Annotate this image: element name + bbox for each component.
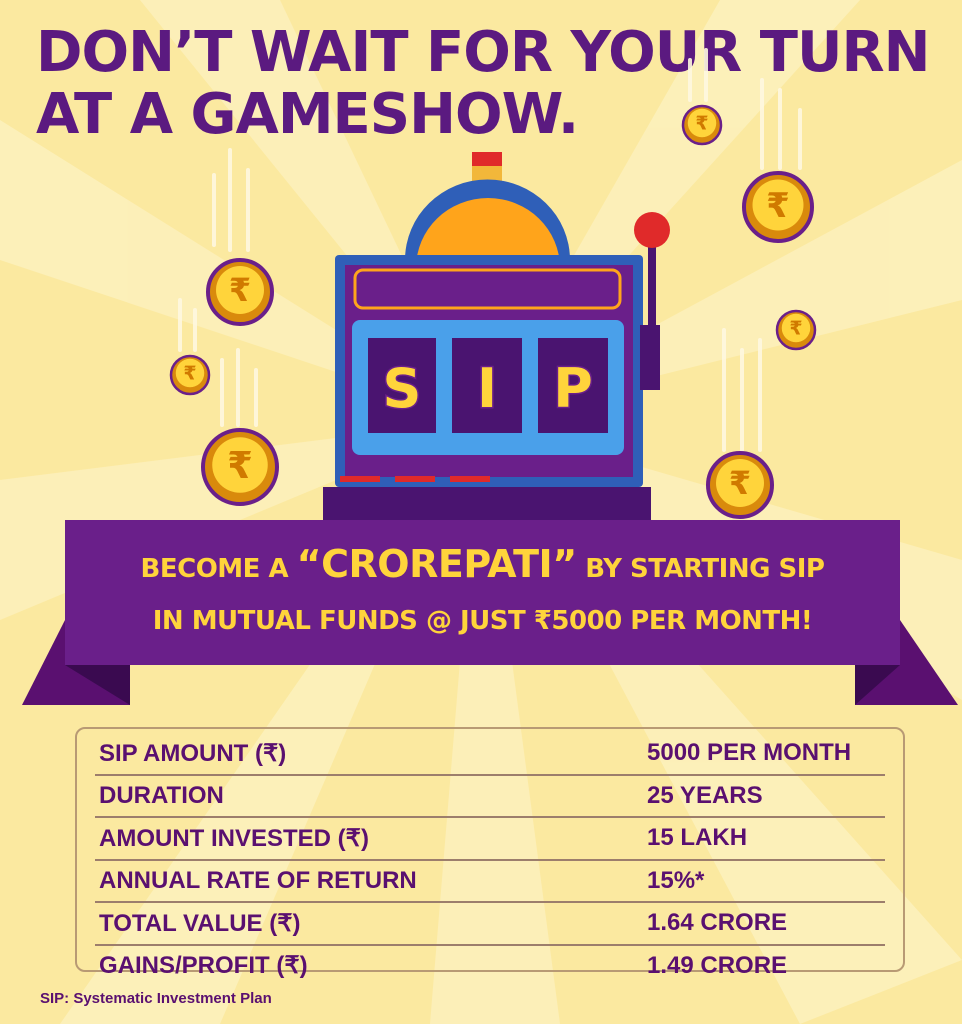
banner-line-2: IN MUTUAL FUNDS @ JUST ₹5000 PER MONTH! <box>152 606 813 636</box>
banner-text: BY STARTING SIP <box>576 554 825 584</box>
slot-machine-illustration: S I P ₹ ₹ ₹ ₹ ₹ ₹ ₹ <box>22 48 958 705</box>
reel-2: I <box>477 357 497 420</box>
svg-text:₹: ₹ <box>695 113 708 135</box>
table-row: AMOUNT INVESTED (₹) 15 LAKH <box>95 818 885 861</box>
reel-1: S <box>383 357 422 420</box>
banner-text: BECOME A <box>140 554 297 584</box>
row-value: 15%* <box>647 866 705 894</box>
svg-text:₹: ₹ <box>729 464 751 502</box>
headline: DON’T WAIT FOR YOUR TURN AT A GAMESHOW. <box>36 20 930 147</box>
rupee-coin-icon: ₹ <box>706 451 774 519</box>
row-label: DURATION <box>99 781 224 809</box>
rupee-coin-icon: ₹ <box>775 309 817 351</box>
row-value: 5000 PER MONTH <box>647 739 852 767</box>
svg-text:₹: ₹ <box>227 444 253 487</box>
row-label: TOTAL VALUE (₹) <box>99 909 301 937</box>
rupee-coin-icon: ₹ <box>169 354 211 396</box>
rupee-coin-icon: ₹ <box>742 171 814 243</box>
rupee-coin-icon: ₹ <box>206 258 274 326</box>
table-row: GAINS/PROFIT (₹) 1.49 CRORE <box>95 946 885 987</box>
sip-summary-table: SIP AMOUNT (₹) 5000 PER MONTH DURATION 25 … <box>75 727 905 979</box>
banner-line-1: BECOME A “CROREPATI” BY STARTING SIP <box>141 538 825 595</box>
svg-text:₹: ₹ <box>766 186 790 226</box>
slot-machine: S I P <box>323 152 670 522</box>
headline-line-1: DON’T WAIT FOR YOUR TURN <box>36 20 930 85</box>
headline-line-2: AT A GAMESHOW. <box>36 82 579 147</box>
table-row: TOTAL VALUE (₹) 1.64 CRORE <box>95 903 885 946</box>
row-value: 1.49 CRORE <box>647 951 788 979</box>
reel-3: P <box>553 357 593 420</box>
svg-text:₹: ₹ <box>229 271 251 309</box>
coin-motion-lines <box>178 48 802 452</box>
lever-knob <box>634 212 670 248</box>
table-row: SIP AMOUNT (₹) 5000 PER MONTH <box>95 733 885 776</box>
svg-text:₹: ₹ <box>789 318 802 340</box>
footnote: SIP: Systematic Investment Plan <box>40 990 272 1007</box>
row-label: SIP AMOUNT (₹) <box>99 739 287 767</box>
rupee-coin-icon: ₹ <box>681 104 723 146</box>
row-value: 1.64 CRORE <box>647 909 788 937</box>
svg-text:₹: ₹ <box>183 363 196 385</box>
table-row: DURATION 25 YEARS <box>95 776 885 818</box>
row-value: 25 YEARS <box>647 781 763 809</box>
rupee-coin-icon: ₹ <box>201 428 279 506</box>
row-label: GAINS/PROFIT (₹) <box>99 952 308 980</box>
table-row: ANNUAL RATE OF RETURN 15%* <box>95 861 885 903</box>
row-label: ANNUAL RATE OF RETURN <box>99 866 417 894</box>
banner-highlight: “CROREPATI” <box>296 542 578 586</box>
crorepati-banner: BECOME A “CROREPATI” BY STARTING SIP IN … <box>65 520 900 665</box>
row-value: 15 LAKH <box>647 824 748 852</box>
row-label: AMOUNT INVESTED (₹) <box>99 824 369 852</box>
